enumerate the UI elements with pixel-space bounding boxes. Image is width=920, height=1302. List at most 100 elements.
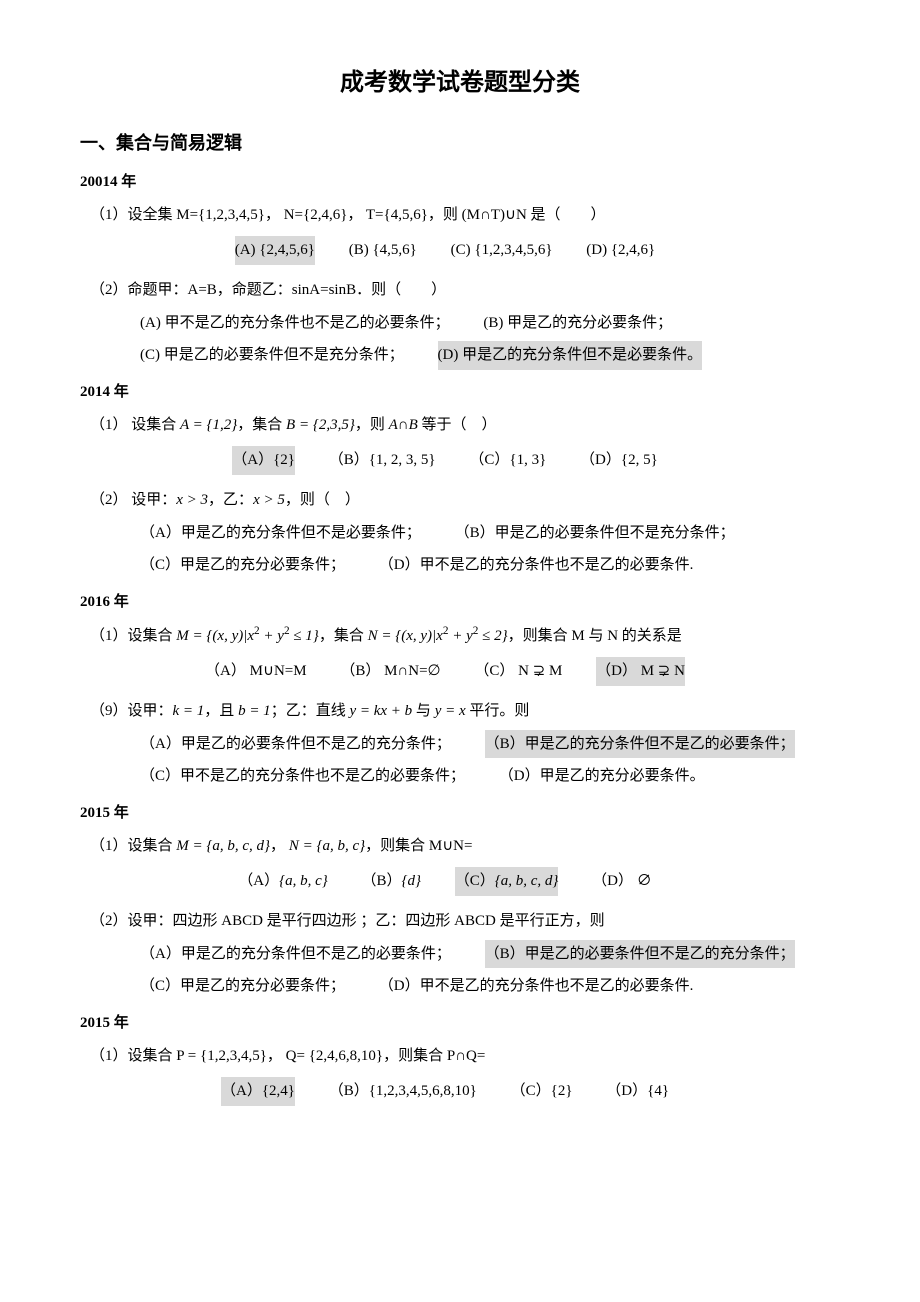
t: 平行。则 <box>466 703 530 719</box>
question: （2）命题甲：A=B，命题乙：sinA=sinB．则（ ） <box>90 275 840 305</box>
t: 与 <box>412 703 435 719</box>
t: 等于（ ） <box>418 417 497 433</box>
option-c: （C）{2} <box>511 1077 573 1106</box>
t: x > 3 <box>176 492 208 508</box>
t: （9）设甲： <box>90 703 173 719</box>
option-a: （A）甲是乙的充分条件但不是乙的必要条件； <box>140 940 451 969</box>
year-label: 2014 年 <box>80 378 840 407</box>
t: （1）设集合 <box>90 838 176 854</box>
option-a: (A) 甲不是乙的充分条件也不是乙的必要条件； <box>140 309 450 338</box>
option-d: （D）{4} <box>606 1077 669 1106</box>
t: ，集合 <box>237 417 286 433</box>
options-row: (A) 甲不是乙的充分条件也不是乙的必要条件； (B) 甲是乙的充分必要条件； <box>140 309 840 338</box>
options-row: （C）甲是乙的充分必要条件； （D）甲不是乙的充分条件也不是乙的必要条件. <box>140 551 840 580</box>
option-c: （C）{a, b, c, d} <box>455 867 559 896</box>
options-row: （C）甲是乙的充分必要条件； （D）甲不是乙的充分条件也不是乙的必要条件. <box>140 972 840 1001</box>
option-c: （C）{1, 3} <box>469 446 546 475</box>
option-d: （D） M ⊋ N <box>596 657 685 686</box>
t: y = x <box>435 703 466 719</box>
t: N = {a, b, c} <box>289 838 365 854</box>
t: M = {a, b, c, d} <box>176 838 270 854</box>
t: （1）设集合 P = <box>90 1048 200 1064</box>
option-d: (D) 甲是乙的充分条件但不是必要条件。 <box>438 341 703 370</box>
options-row: （A）甲是乙的必要条件但不是乙的充分条件； （B）甲是乙的充分条件但不是乙的必要… <box>140 730 840 759</box>
option-b: （B）甲是乙的必要条件但不是充分条件； <box>455 519 735 548</box>
question: （2） 设甲：x > 3，乙：x > 5，则（ ） <box>90 485 840 515</box>
option-d: （D）{2, 5} <box>580 446 658 475</box>
option-a: （A）甲是乙的必要条件但不是乙的充分条件； <box>140 730 451 759</box>
option-b: （B） M∩N=∅ <box>340 657 440 686</box>
option-c: （C）甲不是乙的充分条件也不是乙的必要条件； <box>140 762 465 791</box>
options-row: （A）{2,4} （B）{1,2,3,4,5,6,8,10} （C）{2} （D… <box>80 1077 840 1106</box>
t: M = {(x, y)|x2 + y2 ≤ 1} <box>176 628 319 644</box>
t: （1） 设集合 <box>90 417 180 433</box>
year-label: 2016 年 <box>80 588 840 617</box>
t: y = kx + b <box>349 703 412 719</box>
option-a: （A）{a, b, c} <box>238 867 328 896</box>
option-d: （D） ∅ <box>592 867 652 896</box>
option-c: （C） N ⊋ M <box>474 657 562 686</box>
t: ， <box>270 838 289 854</box>
t: {2,4,6,8,10} <box>309 1048 383 1064</box>
t: （2） 设甲： <box>90 492 176 508</box>
option-d: （D）甲不是乙的充分条件也不是乙的必要条件. <box>379 551 694 580</box>
t: A = {1,2} <box>180 417 237 433</box>
t: ，则（ ） <box>285 492 360 508</box>
option-b: (B) {4,5,6} <box>349 236 417 265</box>
option-b: （B）{1, 2, 3, 5} <box>329 446 436 475</box>
option-b: （B）甲是乙的必要条件但不是乙的充分条件； <box>485 940 795 969</box>
options-row: （A）{2} （B）{1, 2, 3, 5} （C）{1, 3} （D）{2, … <box>80 446 840 475</box>
question: （2）设甲：四边形 ABCD 是平行四边形 ；乙：四边形 ABCD 是平行正方，… <box>90 906 840 936</box>
question: （1） 设集合 A = {1,2}，集合 B = {2,3,5}，则 A∩B 等… <box>90 410 840 440</box>
t: ，则集合 M∪N= <box>365 838 472 854</box>
t: N = {(x, y)|x2 + y2 ≤ 2} <box>368 628 508 644</box>
option-a: （A）{2} <box>232 446 295 475</box>
option-d: （D）甲不是乙的充分条件也不是乙的必要条件. <box>379 972 694 1001</box>
t: A∩B <box>389 417 418 433</box>
t: ，集合 <box>319 628 368 644</box>
t: {1,2,3,4,5} <box>200 1048 267 1064</box>
option-b: （B）甲是乙的充分条件但不是乙的必要条件； <box>485 730 795 759</box>
option-c: （C）甲是乙的充分必要条件； <box>140 551 345 580</box>
t: ，则集合 P∩Q= <box>383 1048 485 1064</box>
options-row: （A）甲是乙的充分条件但不是乙的必要条件； （B）甲是乙的必要条件但不是乙的充分… <box>140 940 840 969</box>
options-row: （A）甲是乙的充分条件但不是必要条件； （B）甲是乙的必要条件但不是充分条件； <box>140 519 840 548</box>
page-title: 成考数学试卷题型分类 <box>80 60 840 106</box>
option-a: （A）甲是乙的充分条件但不是必要条件； <box>140 519 421 548</box>
option-d: (D) {2,4,6} <box>586 236 655 265</box>
year-label: 2015 年 <box>80 1009 840 1038</box>
question: （1）设集合 P = {1,2,3,4,5}， Q= {2,4,6,8,10}，… <box>90 1041 840 1071</box>
question: （9）设甲：k = 1，且 b = 1；乙：直线 y = kx + b 与 y … <box>90 696 840 726</box>
year-label: 20014 年 <box>80 168 840 197</box>
question: （1）设集合 M = {a, b, c, d}， N = {a, b, c}，则… <box>90 831 840 861</box>
options-row: (A) {2,4,5,6} (B) {4,5,6} (C) {1,2,3,4,5… <box>80 236 840 265</box>
option-c: (C) {1,2,3,4,5,6} <box>451 236 553 265</box>
option-a: （A）{2,4} <box>221 1077 295 1106</box>
section-heading: 一、集合与简易逻辑 <box>80 126 840 160</box>
t: x > 5 <box>253 492 285 508</box>
t: ，则 <box>355 417 389 433</box>
question: （1）设全集 M={1,2,3,4,5}， N={2,4,6}， T={4,5,… <box>90 200 840 230</box>
options-row: (C) 甲是乙的必要条件但不是充分条件； (D) 甲是乙的充分条件但不是必要条件… <box>140 341 840 370</box>
t: B = {2,3,5} <box>286 417 355 433</box>
option-b: （B）{d} <box>361 867 421 896</box>
t: （1）设集合 <box>90 628 176 644</box>
option-d: （D）甲是乙的充分必要条件。 <box>499 762 705 791</box>
option-c: （C）甲是乙的充分必要条件； <box>140 972 345 1001</box>
year-label: 2015 年 <box>80 799 840 828</box>
options-row: （A）{a, b, c} （B）{d} （C）{a, b, c, d} （D） … <box>80 867 840 896</box>
options-row: （A） M∪N=M （B） M∩N=∅ （C） N ⊋ M （D） M ⊋ N <box>80 657 840 686</box>
option-b: （B）{1,2,3,4,5,6,8,10} <box>329 1077 477 1106</box>
t: ，乙： <box>208 492 253 508</box>
option-a: (A) {2,4,5,6} <box>235 236 315 265</box>
options-row: （C）甲不是乙的充分条件也不是乙的必要条件； （D）甲是乙的充分必要条件。 <box>140 762 840 791</box>
t: ，且 <box>204 703 238 719</box>
option-b: (B) 甲是乙的充分必要条件； <box>483 309 672 338</box>
question: （1）设集合 M = {(x, y)|x2 + y2 ≤ 1}，集合 N = {… <box>90 620 840 651</box>
option-c: (C) 甲是乙的必要条件但不是充分条件； <box>140 341 404 370</box>
t: ，则集合 M 与 N 的关系是 <box>508 628 682 644</box>
t: ， Q= <box>267 1048 309 1064</box>
t: ；乙：直线 <box>271 703 350 719</box>
t: b = 1 <box>238 703 271 719</box>
t: k = 1 <box>173 703 205 719</box>
